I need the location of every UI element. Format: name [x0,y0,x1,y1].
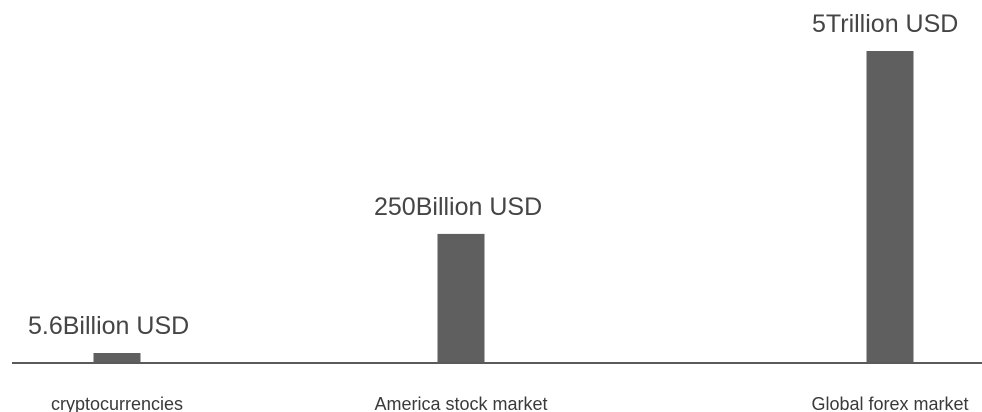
category-label-america-stock-market: America stock market [374,394,547,412]
bars-layer [93,51,914,363]
data-label-america-stock-market: 250Billion USD [374,193,542,221]
category-label-cryptocurrencies: cryptocurrencies [51,394,183,412]
labels-layer: 5.6Billion USD cryptocurrencies 250Billion… [28,10,969,412]
data-label-global-forex-market: 5Trillion USD [812,10,958,38]
data-label-cryptocurrencies: 5.6Billion USD [28,312,189,340]
bar-america-stock-market [437,233,485,363]
category-label-global-forex-market: Global forex market [811,394,968,412]
bar-global-forex-market [866,51,914,363]
bar-cryptocurrencies [93,353,141,363]
